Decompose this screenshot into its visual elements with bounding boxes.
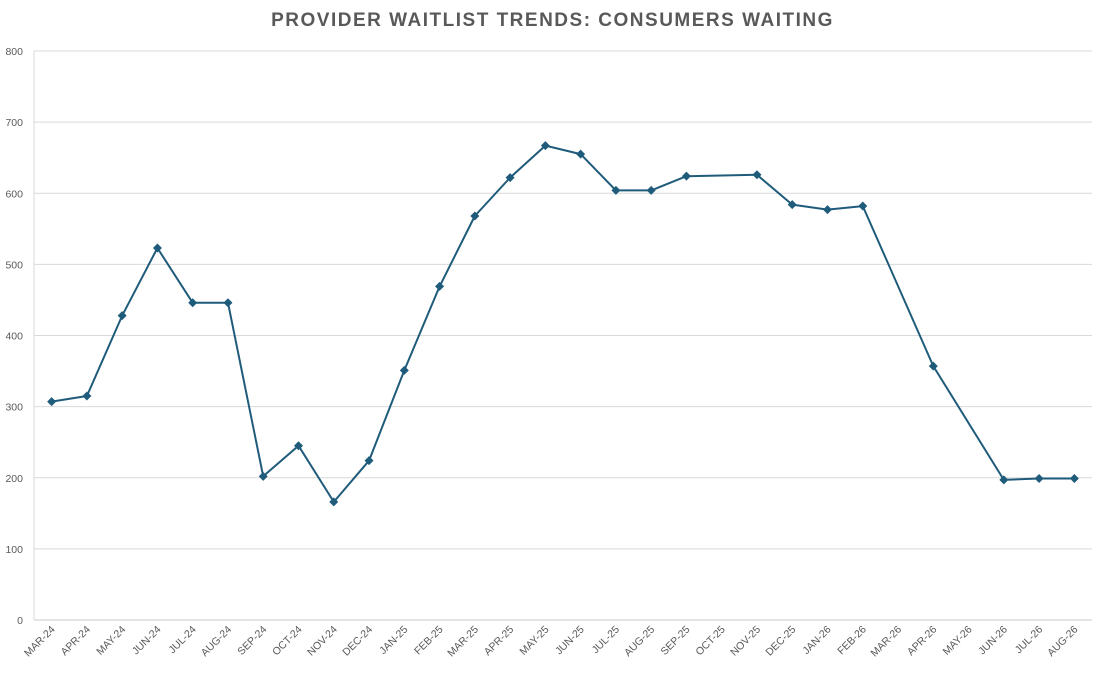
x-tick-label: DEC-25 — [763, 624, 798, 659]
data-point — [82, 391, 92, 401]
series-layer — [47, 141, 1079, 507]
x-tick-label: AUG-25 — [622, 624, 657, 659]
data-point — [858, 201, 868, 211]
x-tick-label: AUG-24 — [199, 624, 234, 659]
x-tick-label: APR-26 — [905, 624, 940, 659]
x-tick-label: OCT-24 — [270, 624, 305, 659]
data-point — [681, 171, 691, 181]
data-point — [999, 475, 1009, 485]
x-tick-label: JUN-24 — [130, 624, 164, 658]
data-point — [646, 185, 656, 195]
x-tick-label: MAR-24 — [22, 624, 58, 660]
y-tick-label: 0 — [17, 615, 23, 627]
y-axis-ticks: 0 100 200 300 400 500 600 700 800 — [5, 46, 23, 627]
x-tick-label: AUG-26 — [1045, 624, 1080, 659]
data-point — [152, 243, 162, 253]
data-point — [611, 185, 621, 195]
chart-title: PROVIDER WAITLIST TRENDS: CONSUMERS WAIT… — [271, 10, 834, 31]
data-point — [47, 397, 57, 407]
data-point — [294, 441, 303, 451]
x-tick-label: JUL-25 — [590, 624, 623, 657]
x-tick-label: FEB-25 — [412, 624, 446, 658]
data-point — [117, 311, 127, 321]
y-tick-label: 300 — [5, 402, 23, 414]
y-tick-label: 400 — [5, 331, 23, 343]
x-tick-label: SEP-24 — [235, 624, 269, 658]
x-tick-label: JUN-25 — [553, 624, 587, 658]
y-tick-label: 700 — [5, 117, 23, 129]
data-point — [505, 173, 515, 183]
data-point — [399, 365, 409, 375]
x-tick-label: JUN-26 — [976, 624, 1010, 658]
data-point — [752, 170, 762, 180]
x-tick-label: JUL-24 — [166, 624, 199, 657]
data-point — [364, 456, 374, 466]
x-tick-label: SEP-25 — [658, 624, 692, 658]
data-point — [540, 141, 550, 151]
x-tick-label: MAY-25 — [517, 624, 551, 658]
data-point — [435, 281, 445, 291]
x-tick-label: MAR-25 — [445, 624, 481, 660]
x-tick-label: FEB-26 — [835, 624, 869, 658]
series-line — [51, 144, 1075, 503]
data-point — [329, 497, 339, 507]
data-point — [928, 361, 938, 371]
y-tick-label: 500 — [5, 259, 23, 271]
data-point — [576, 149, 586, 159]
y-tick-label: 600 — [5, 188, 23, 200]
data-point — [258, 471, 268, 481]
x-tick-label: NOV-25 — [728, 624, 763, 659]
x-tick-label: OCT-25 — [693, 624, 728, 659]
x-tick-label: JAN-26 — [800, 624, 833, 657]
gridlines — [33, 50, 1092, 621]
x-tick-label: MAY-26 — [941, 624, 975, 658]
x-tick-label: MAR-26 — [868, 624, 904, 660]
x-axis-ticks: MAR-24 APR-24 MAY-24 JUN-24 JUL-24 AUG-24 SEP-… — [22, 624, 1081, 660]
data-point — [223, 298, 233, 308]
data-point — [188, 298, 198, 308]
y-tick-label: 200 — [5, 473, 23, 485]
x-tick-label: APR-25 — [482, 624, 517, 659]
x-tick-label: NOV-24 — [305, 624, 340, 659]
x-tick-label: MAY-24 — [94, 624, 128, 658]
data-point — [470, 211, 480, 221]
data-point — [823, 205, 832, 215]
y-tick-label: 800 — [5, 46, 23, 58]
x-tick-label: APR-24 — [59, 624, 94, 659]
x-tick-label: JAN-25 — [377, 624, 410, 657]
data-point — [787, 200, 797, 210]
data-point — [1069, 473, 1079, 483]
data-point — [1034, 473, 1044, 483]
y-tick-label: 100 — [5, 544, 23, 556]
x-tick-label: DEC-24 — [340, 624, 375, 659]
x-tick-label: JUL-26 — [1013, 624, 1046, 657]
